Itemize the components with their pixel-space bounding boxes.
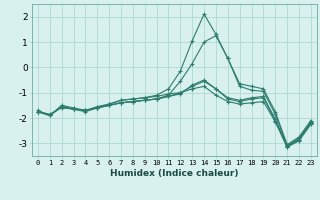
X-axis label: Humidex (Indice chaleur): Humidex (Indice chaleur) — [110, 169, 239, 178]
